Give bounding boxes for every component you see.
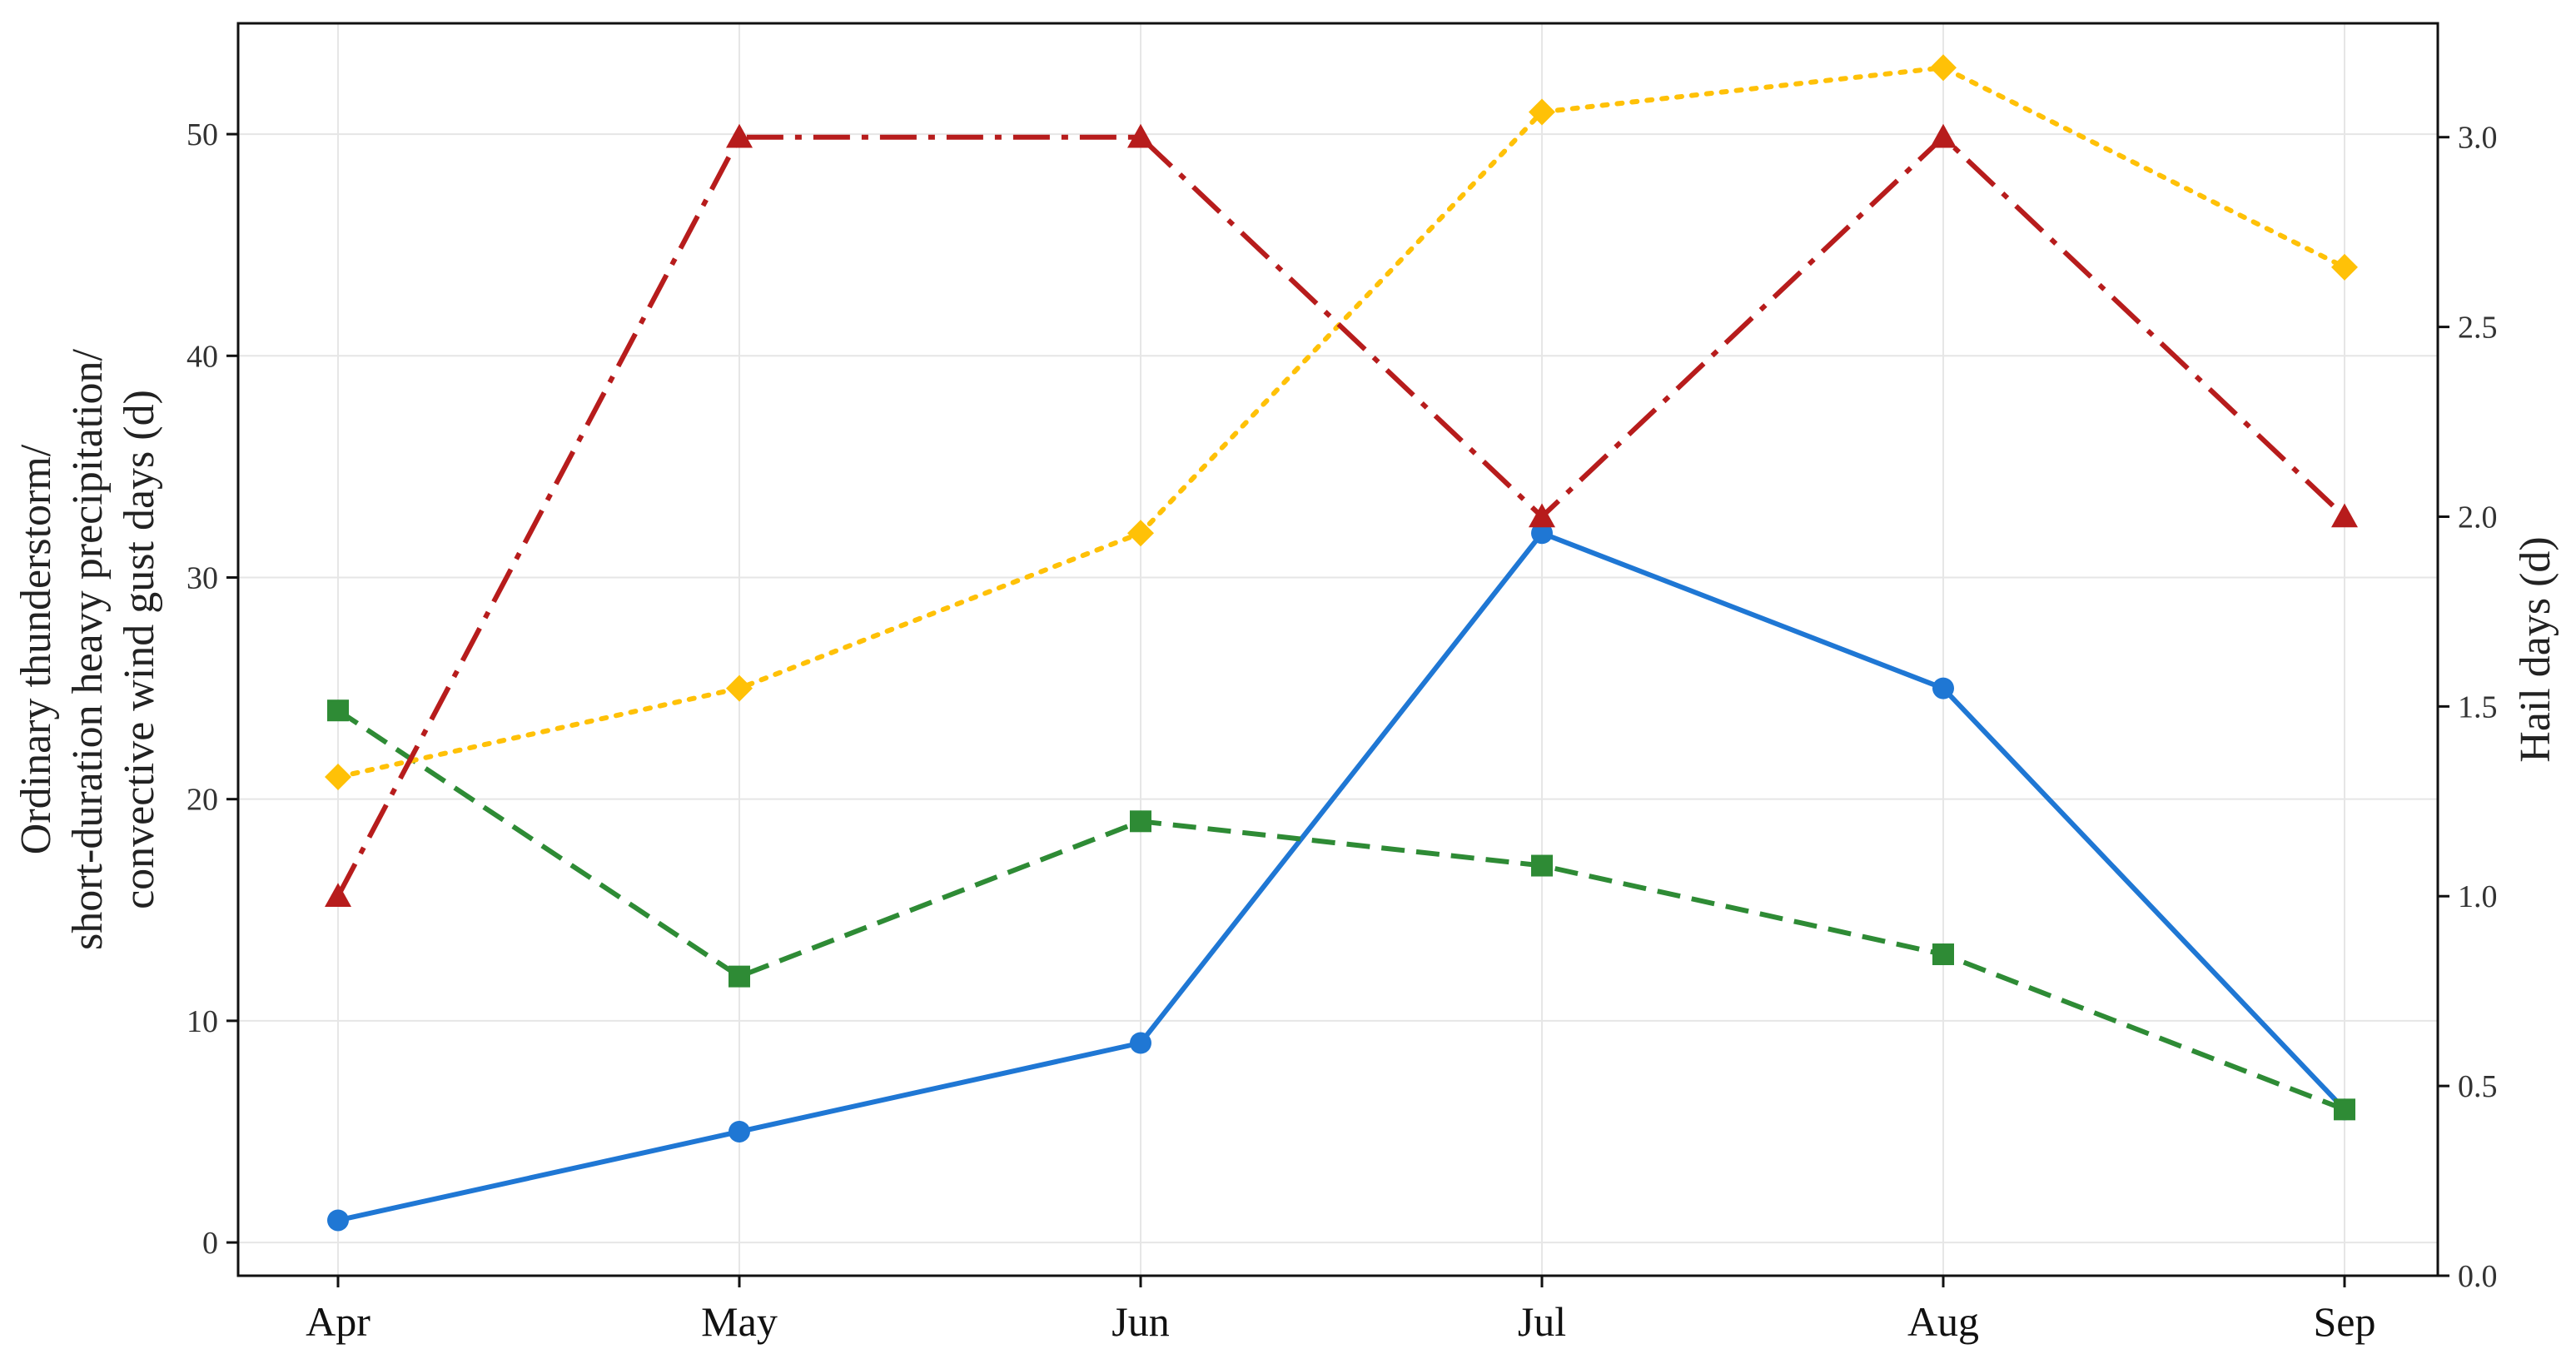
data-point-triangle (1529, 503, 1555, 528)
series-layer (325, 54, 2358, 1232)
data-point-diamond (1930, 54, 1957, 82)
data-point-square (2334, 1098, 2355, 1121)
series-line (336, 134, 2347, 898)
x-tick-label: Jun (1111, 1298, 1169, 1345)
data-point-triangle (2331, 503, 2358, 528)
left-y-tick-label: 0 (202, 1226, 218, 1261)
data-point-square (327, 699, 349, 722)
data-point-diamond (1127, 520, 1154, 547)
data-point-diamond (726, 675, 753, 702)
x-tick-label: Sep (2314, 1298, 2376, 1345)
left-y-tick-label: 30 (186, 560, 218, 595)
left-y-tick-label: 20 (186, 783, 218, 818)
data-point-triangle (726, 123, 753, 148)
x-tick-label: Jul (1518, 1298, 1566, 1345)
left-y-tick-label: 50 (186, 117, 218, 152)
right-y-tick-label: 1.5 (2458, 689, 2498, 724)
data-point-square (1531, 854, 1553, 877)
data-point-triangle (1127, 123, 1154, 148)
x-tick-label: May (701, 1298, 778, 1345)
data-point-circle (1932, 677, 1954, 699)
data-point-triangle (325, 883, 351, 908)
series-2 (327, 699, 2355, 1121)
right-y-axis-title: Hail days (d) (2512, 536, 2559, 762)
data-point-square (729, 965, 750, 988)
right-y-axis: 0.0 0.5 1.0 1.5 2.0 2.5 3.0 (2438, 121, 2498, 1294)
data-point-circle (1531, 522, 1553, 545)
plot-frame (236, 22, 2439, 1277)
x-tick-label: Apr (306, 1298, 370, 1345)
data-point-square (1932, 943, 1954, 966)
grid (238, 23, 2438, 1276)
series-1 (327, 522, 2355, 1232)
data-point-circle (327, 1209, 349, 1232)
series-3 (325, 54, 2358, 791)
right-y-tick-label: 2.0 (2458, 500, 2498, 535)
series-line (337, 530, 2347, 1223)
x-axis: Apr May Jun Jul Aug Sep (306, 1276, 2376, 1345)
right-y-tick-label: 1.0 (2458, 879, 2498, 914)
right-y-tick-label: 2.5 (2458, 311, 2498, 346)
right-y-tick-label: 0.5 (2458, 1069, 2498, 1104)
left-y-axis-title: Ordinary thunderstorm/short-duration hea… (12, 348, 163, 950)
data-point-diamond (2331, 253, 2358, 281)
series-4 (325, 123, 2358, 908)
series-line (336, 708, 2346, 1113)
left-y-tick-label: 10 (186, 1004, 218, 1039)
left-y-axis: 0 10 20 30 40 50 (186, 117, 238, 1261)
right-y-tick-label: 0.0 (2458, 1259, 2498, 1294)
data-point-diamond (325, 764, 351, 791)
data-point-diamond (1529, 98, 1555, 126)
data-point-circle (1130, 1032, 1151, 1054)
right-y-tick-label: 3.0 (2458, 121, 2498, 156)
left-y-axis-title-line: convective wind gust days (d) (116, 390, 163, 909)
left-y-axis-title-line: short-duration heavy precipitation/ (64, 348, 112, 950)
data-point-circle (729, 1120, 750, 1142)
x-tick-label: Aug (1907, 1298, 1979, 1345)
data-point-triangle (1930, 123, 1957, 148)
left-y-tick-label: 40 (186, 339, 218, 374)
series-line (336, 65, 2347, 780)
left-y-axis-title-line: Ordinary thunderstorm/ (12, 444, 60, 854)
data-point-square (1130, 810, 1151, 833)
